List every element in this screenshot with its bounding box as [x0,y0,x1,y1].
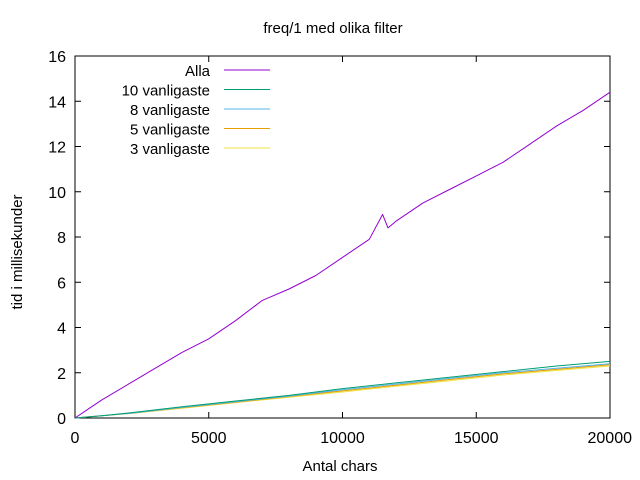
x-tick-label: 20000 [588,430,633,447]
y-tick-label: 16 [48,49,66,66]
y-tick-label: 8 [57,230,66,247]
legend-label-3-vanligaste: 3 vanligaste [130,141,210,158]
legend-label-10-vanligaste: 10 vanligaste [122,83,210,100]
y-tick-label: 4 [57,321,66,338]
y-tick-label: 0 [57,411,66,428]
x-tick-label: 15000 [454,430,499,447]
y-tick-label: 6 [57,275,66,292]
y-tick-label: 14 [48,94,66,111]
y-axis-label: tid i millisekunder [9,194,26,309]
chart-title: freq/1 med olika filter [263,20,402,37]
legend-label-5-vanligaste: 5 vanligaste [130,122,210,139]
series-lines [74,91,611,419]
y-tick-label: 10 [48,185,66,202]
x-axis: 0 5000 10000 15000 20000 [71,56,633,447]
x-tick-label: 10000 [320,430,365,447]
legend-label-alla: Alla [185,63,211,80]
y-axis: 0 2 4 6 8 10 12 14 16 [48,49,610,428]
legend-label-8-vanligaste: 8 vanligaste [130,102,210,119]
y-tick-label: 12 [48,140,66,157]
x-axis-label: Antal chars [302,458,377,475]
series-line-alla [74,91,611,419]
legend: Alla 10 vanligaste 8 vanligaste 5 vanligast… [122,63,270,158]
y-tick-label: 2 [57,366,66,383]
series-line-10-vanligaste [74,360,611,419]
x-tick-label: 5000 [191,430,227,447]
x-tick-label: 0 [71,430,80,447]
